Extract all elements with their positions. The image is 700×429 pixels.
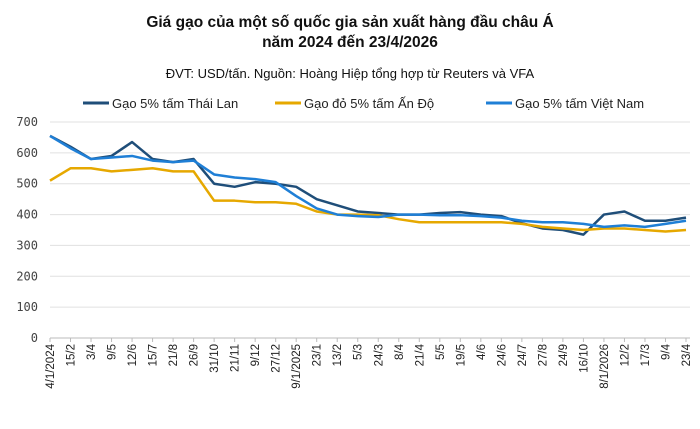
x-tick-label: 19/5 [455, 344, 467, 366]
x-tick-label: 13/2 [332, 344, 344, 366]
series-line [49, 167, 687, 233]
y-tick-label: 600 [16, 146, 38, 160]
x-tick-label: 15/7 [148, 344, 160, 366]
x-tick-label: 9/1/2025 [291, 344, 303, 389]
x-tick-label: 16/10 [578, 344, 590, 373]
x-tick-label: 8/4 [394, 343, 406, 360]
series-line [49, 134, 687, 229]
x-tick-label: 5/3 [353, 344, 365, 360]
x-tick-label: 24/3 [373, 344, 385, 366]
x-tick-label: 5/5 [435, 344, 447, 360]
series-line [49, 134, 687, 236]
y-tick-label: 100 [16, 300, 38, 314]
x-tick-label: 24/9 [558, 344, 570, 366]
x-tick-label: 27/12 [271, 344, 283, 373]
x-tick-label: 24/7 [517, 344, 529, 366]
x-tick-label: 4/6 [476, 344, 488, 360]
x-tick-label: 9/5 [107, 344, 119, 360]
x-tick-label: 8/1/2026 [599, 344, 611, 389]
chart-title-line2: năm 2024 đến 23/4/2026 [262, 34, 438, 51]
y-tick-label: 200 [16, 269, 38, 283]
legend-label: Gạo 5% tấm Thái Lan [112, 96, 238, 111]
x-tick-label: 27/8 [537, 344, 549, 366]
x-tick-label: 31/10 [209, 344, 221, 373]
x-tick-label: 21/8 [168, 344, 180, 366]
x-tick-label: 9/12 [250, 344, 262, 366]
legend-label: Gạo 5% tấm Việt Nam [515, 96, 644, 111]
x-tick-label: 21/4 [414, 343, 426, 366]
x-tick-label: 4/1/2024 [45, 343, 57, 388]
y-tick-label: 300 [16, 238, 38, 252]
x-tick-label: 24/6 [496, 344, 508, 366]
x-tick-label: 3/4 [86, 343, 98, 360]
x-tick-label: 26/9 [189, 344, 201, 366]
x-tick-label: 15/2 [66, 344, 78, 366]
y-tick-label: 500 [16, 177, 38, 191]
x-tick-label: 12/2 [619, 344, 631, 366]
legend-label: Gạo đỏ 5% tấm Ấn Độ [304, 96, 434, 111]
x-tick-label: 23/4 [681, 343, 693, 366]
y-tick-label: 700 [16, 115, 38, 129]
x-tick-label: 12/6 [127, 344, 139, 366]
y-tick-label: 400 [16, 208, 38, 222]
chart-title-line1: Giá gạo của một số quốc gia sản xuất hàn… [146, 14, 554, 31]
x-tick-label: 21/11 [230, 344, 242, 372]
x-tick-label: 23/1 [312, 344, 324, 366]
x-tick-label: 17/3 [640, 344, 652, 366]
x-tick-label: 9/4 [660, 343, 672, 360]
chart-subtitle: ĐVT: USD/tấn. Nguồn: Hoàng Hiệp tổng hợp… [165, 66, 535, 81]
y-tick-label: 0 [31, 331, 38, 345]
